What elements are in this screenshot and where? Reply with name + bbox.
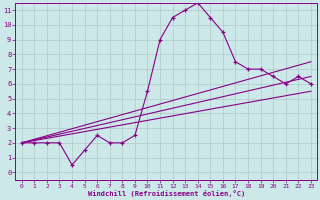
X-axis label: Windchill (Refroidissement éolien,°C): Windchill (Refroidissement éolien,°C): [88, 190, 245, 197]
